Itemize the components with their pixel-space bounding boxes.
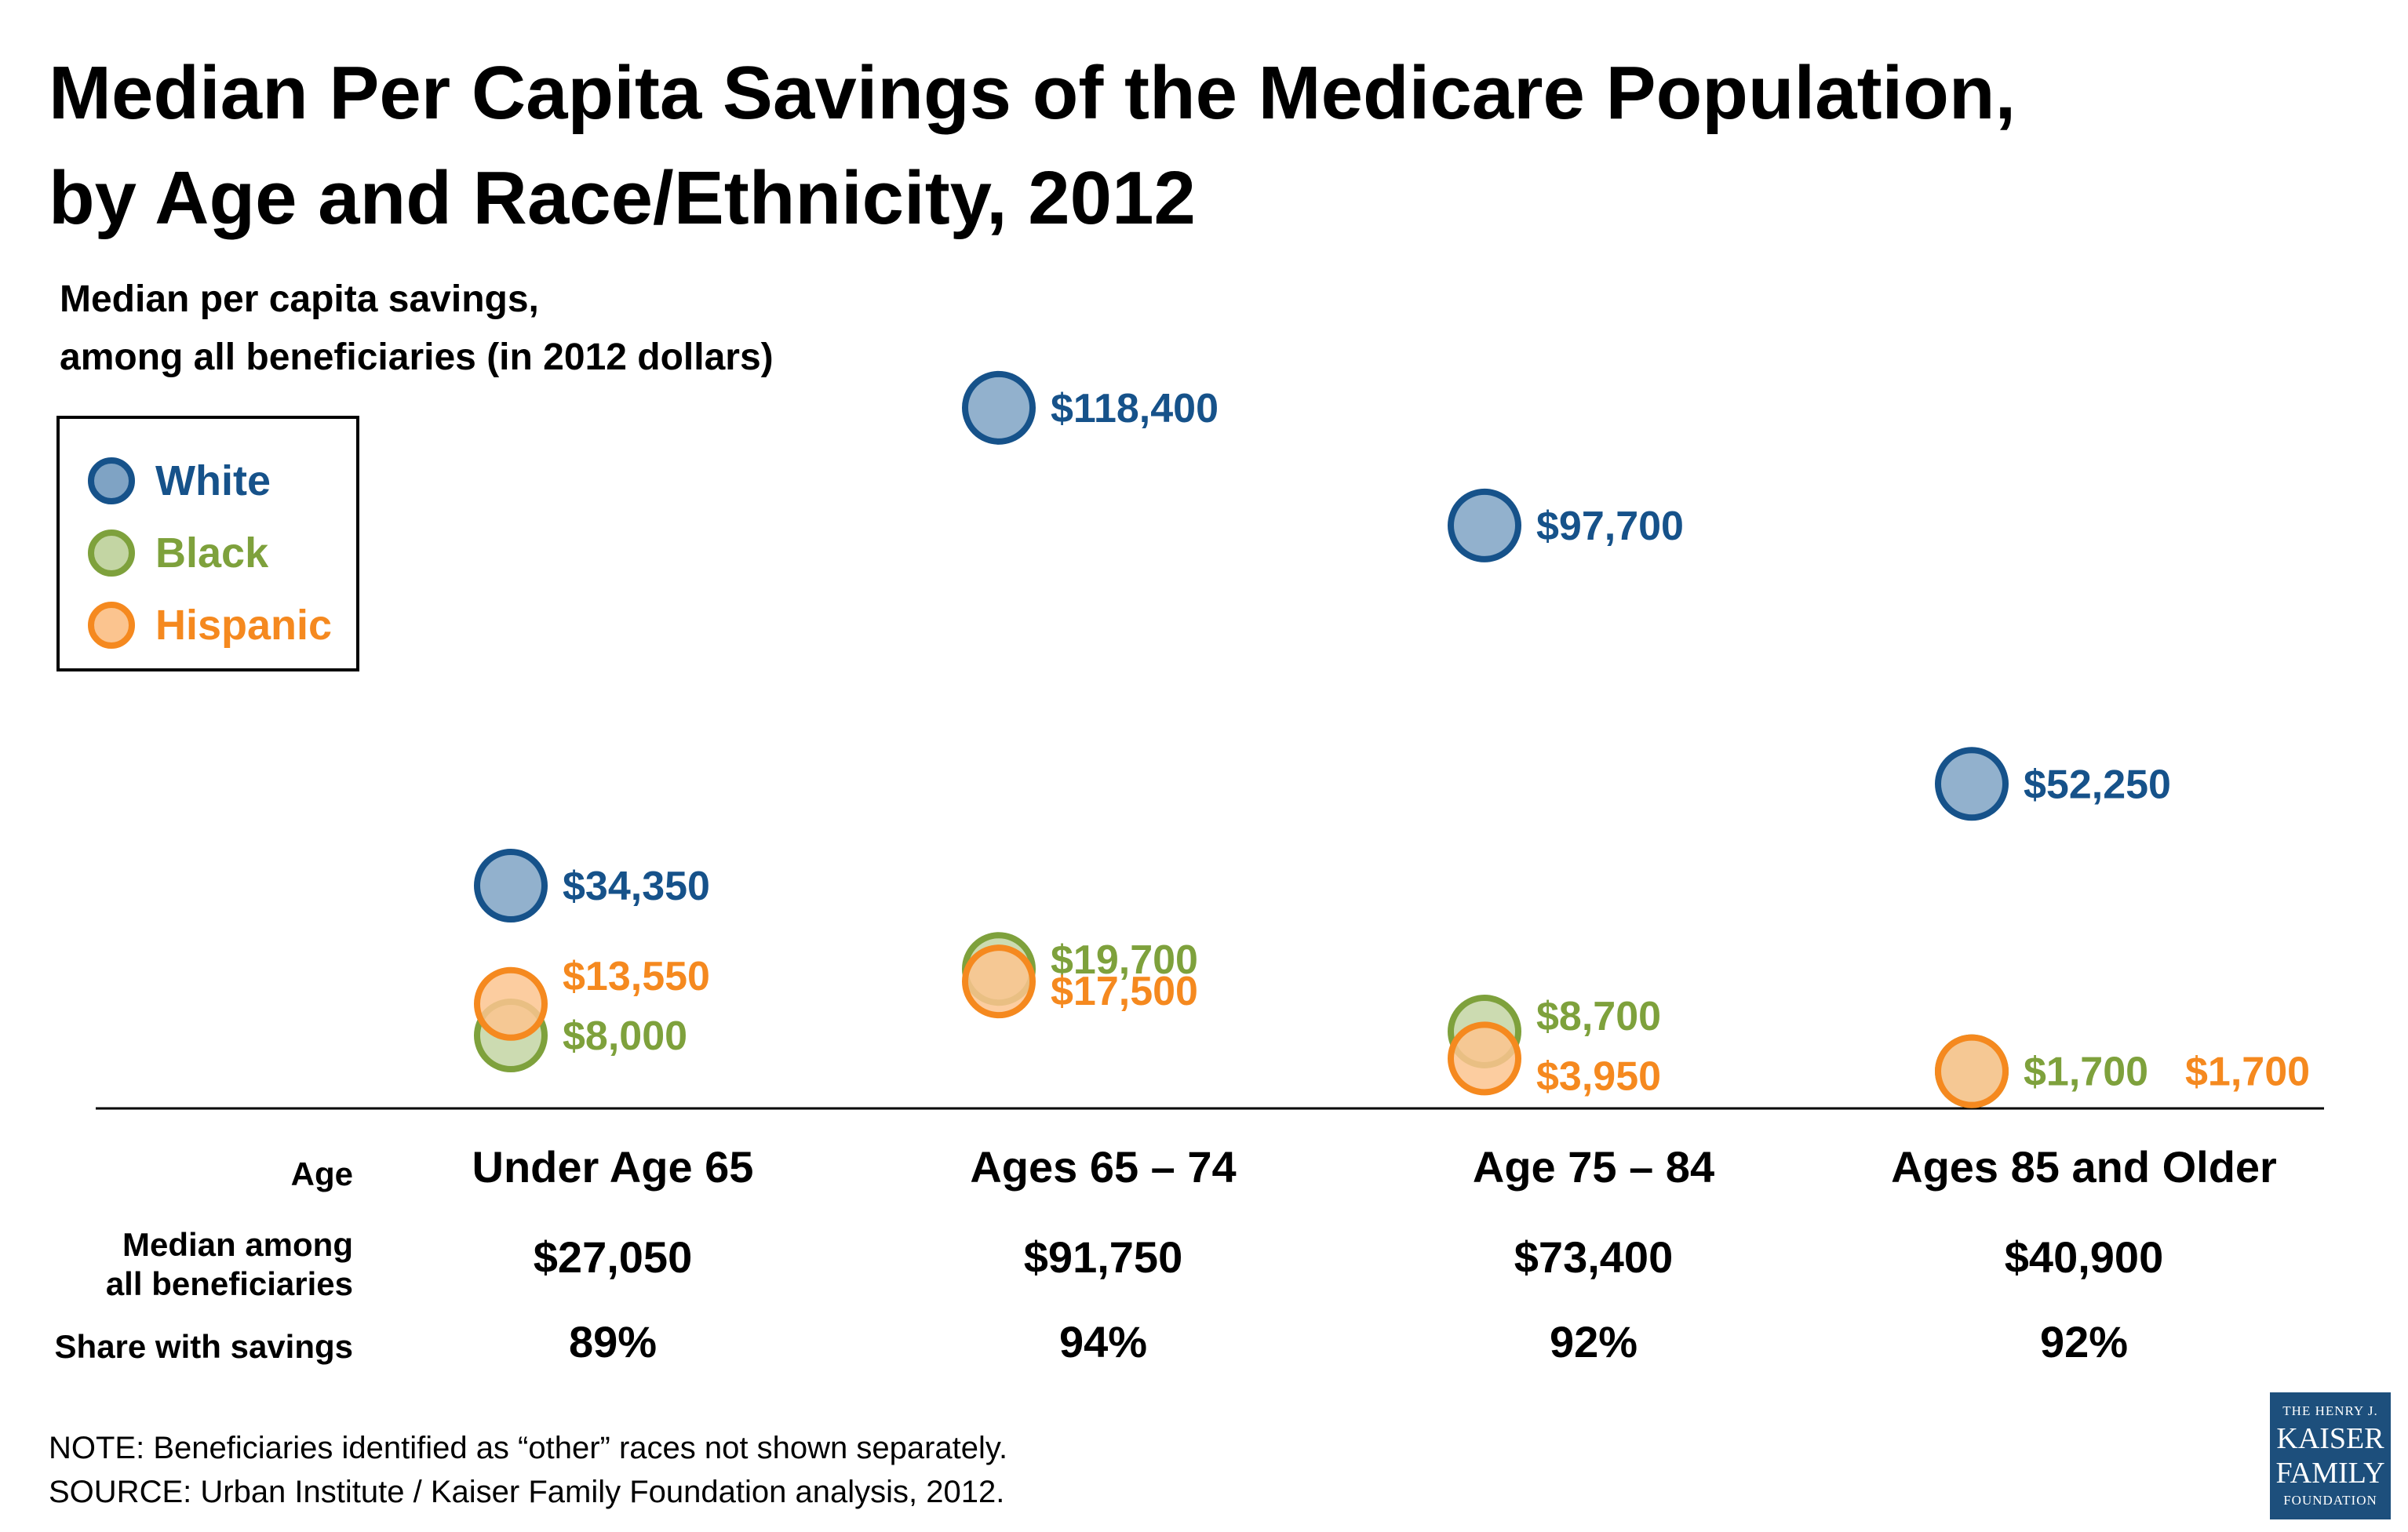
row-label-median: Median among all beneficiaries [106,1225,353,1304]
legend-swatch-hispanic [88,602,135,649]
legend-swatch-white [88,457,135,504]
data-label-hispanic-2: $17,500 [1051,969,1198,1014]
chart-subtitle: Median per capita savings, among all ben… [60,271,774,387]
age-label-4: Ages 85 and Older [1891,1142,2277,1192]
logo-line-1: THE HENRY J. [2282,1403,2378,1418]
point-hispanic-3 [1448,1021,1521,1096]
age-label-1: Under Age 65 [472,1142,754,1192]
legend-item-white: White [88,453,271,508]
share-value-2: 94% [1058,1317,1148,1366]
row-label-median-line-1: Median among [122,1226,353,1263]
logo-line-4: FOUNDATION [2283,1493,2377,1508]
legend-swatch-black [88,529,135,577]
data-label-white-1: $34,350 [563,864,710,909]
subtitle-line-2: among all beneficiaries (in 2012 dollars… [60,337,774,378]
subtitle-line-1: Median per capita savings, [60,278,539,320]
title-line-1: Median Per Capita Savings of the Medicar… [49,51,2016,135]
point-hispanic-1 [474,966,548,1041]
data-label-white-4: $52,250 [2024,762,2171,807]
data-label-black-1: $8,000 [563,1013,687,1059]
footnote-note: NOTE: Beneficiaries identified as “other… [49,1431,1008,1465]
legend-label-black: Black [155,529,269,577]
legend-item-hispanic: Hispanic [88,598,332,653]
age-label-2: Ages 65 – 74 [970,1142,1237,1192]
median-value-3: $73,400 [1514,1232,1674,1282]
legend: White Black Hispanic [56,416,359,671]
point-white-3 [1448,488,1521,562]
chart-title: Median Per Capita Savings of the Medicar… [49,41,2016,251]
data-label-white-2: $118,400 [1051,386,1219,431]
share-value-4: 92% [2039,1317,2129,1366]
legend-label-white: White [155,457,271,504]
median-value-1: $27,050 [533,1232,693,1282]
logo-line-2: KAISER [2276,1422,2384,1455]
legend-label-hispanic: Hispanic [155,602,333,649]
share-value-1: 89% [568,1317,658,1366]
legend-item-black: Black [88,526,268,580]
row-label-age: Age [290,1155,353,1192]
data-label-black-2: $19,700 [1051,937,1198,983]
row-label-share: Share with savings [54,1328,353,1365]
point-white-2 [962,370,1036,445]
median-value-4: $40,900 [2004,1232,2164,1282]
plot-area: $34,350 $118,400 $97,700 $52,250 $8,000 $19,7… [96,370,2324,1110]
logo-line-3: FAMILY [2275,1457,2385,1490]
title-line-2: by Age and Race/Ethnicity, 2012 [49,156,1196,240]
data-label-hispanic-1: $13,550 [563,954,710,999]
row-label-median-line-2: all beneficiaries [105,1265,353,1302]
data-label-hispanic-4: $1,700 [2185,1050,2310,1095]
point-hispanic-2 [962,944,1036,1019]
data-label-black-3: $8,700 [1536,994,1661,1039]
age-label-3: Age 75 – 84 [1472,1142,1715,1192]
point-white-4 [1935,747,2009,821]
data-label-white-3: $97,700 [1536,504,1684,549]
point-hispanic-4 [1935,1034,2009,1108]
median-value-2: $91,750 [1023,1232,1183,1282]
point-white-1 [474,849,548,923]
data-label-hispanic-3: $3,950 [1536,1053,1661,1099]
data-label-black-4: $1,700 [2024,1050,2148,1095]
footnote-source: SOURCE: Urban Institute / Kaiser Family … [49,1475,1005,1509]
share-value-3: 92% [1549,1317,1638,1366]
kff-logo: THE HENRY J. KAISER FAMILY FOUNDATION [2270,1392,2391,1519]
